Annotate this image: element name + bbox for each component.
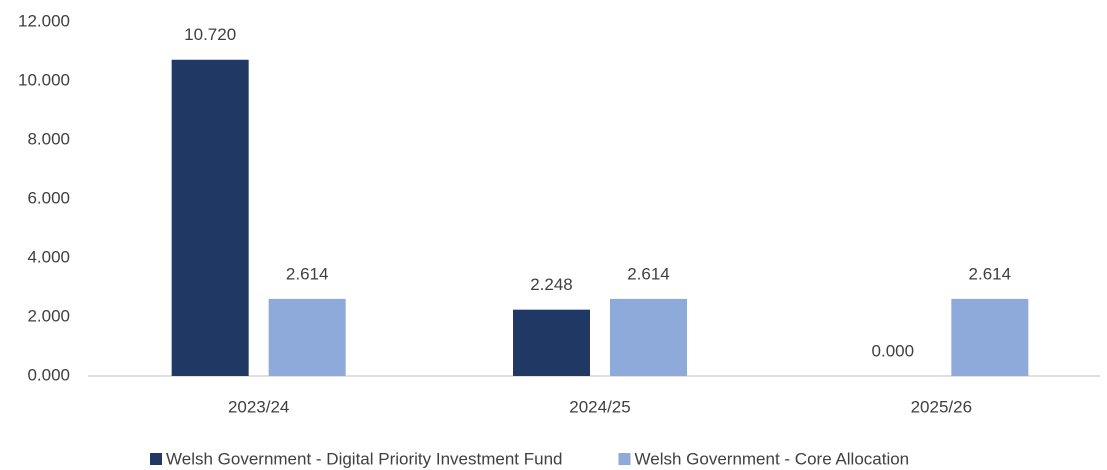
legend-swatch [150,453,162,465]
data-label: 2.614 [969,264,1012,283]
data-label: 10.720 [184,25,236,44]
legend-swatch [618,453,631,465]
bar [610,298,687,376]
y-tick-label: 4.000 [27,247,70,266]
bar [268,298,346,376]
x-tick-label: 2025/26 [911,397,972,416]
data-label: 2.614 [627,264,670,283]
y-tick-label: 12.000 [18,11,70,30]
bar [513,309,590,376]
x-tick-label: 2024/25 [569,397,630,416]
y-tick-label: 8.000 [27,129,70,148]
data-label: 0.000 [872,341,915,360]
bar [171,59,249,376]
y-tick-label: 2.000 [27,306,70,325]
data-label: 2.248 [530,275,573,294]
legend-label: Welsh Government - Digital Priority Inve… [166,449,563,468]
y-tick-label: 10.000 [18,70,70,89]
y-tick-label: 0.000 [27,365,70,384]
bar [951,298,1029,376]
legend-label: Welsh Government - Core Allocation [635,449,910,468]
x-tick-label: 2023/24 [228,397,289,416]
data-label: 2.614 [286,264,329,283]
y-tick-label: 6.000 [27,188,70,207]
